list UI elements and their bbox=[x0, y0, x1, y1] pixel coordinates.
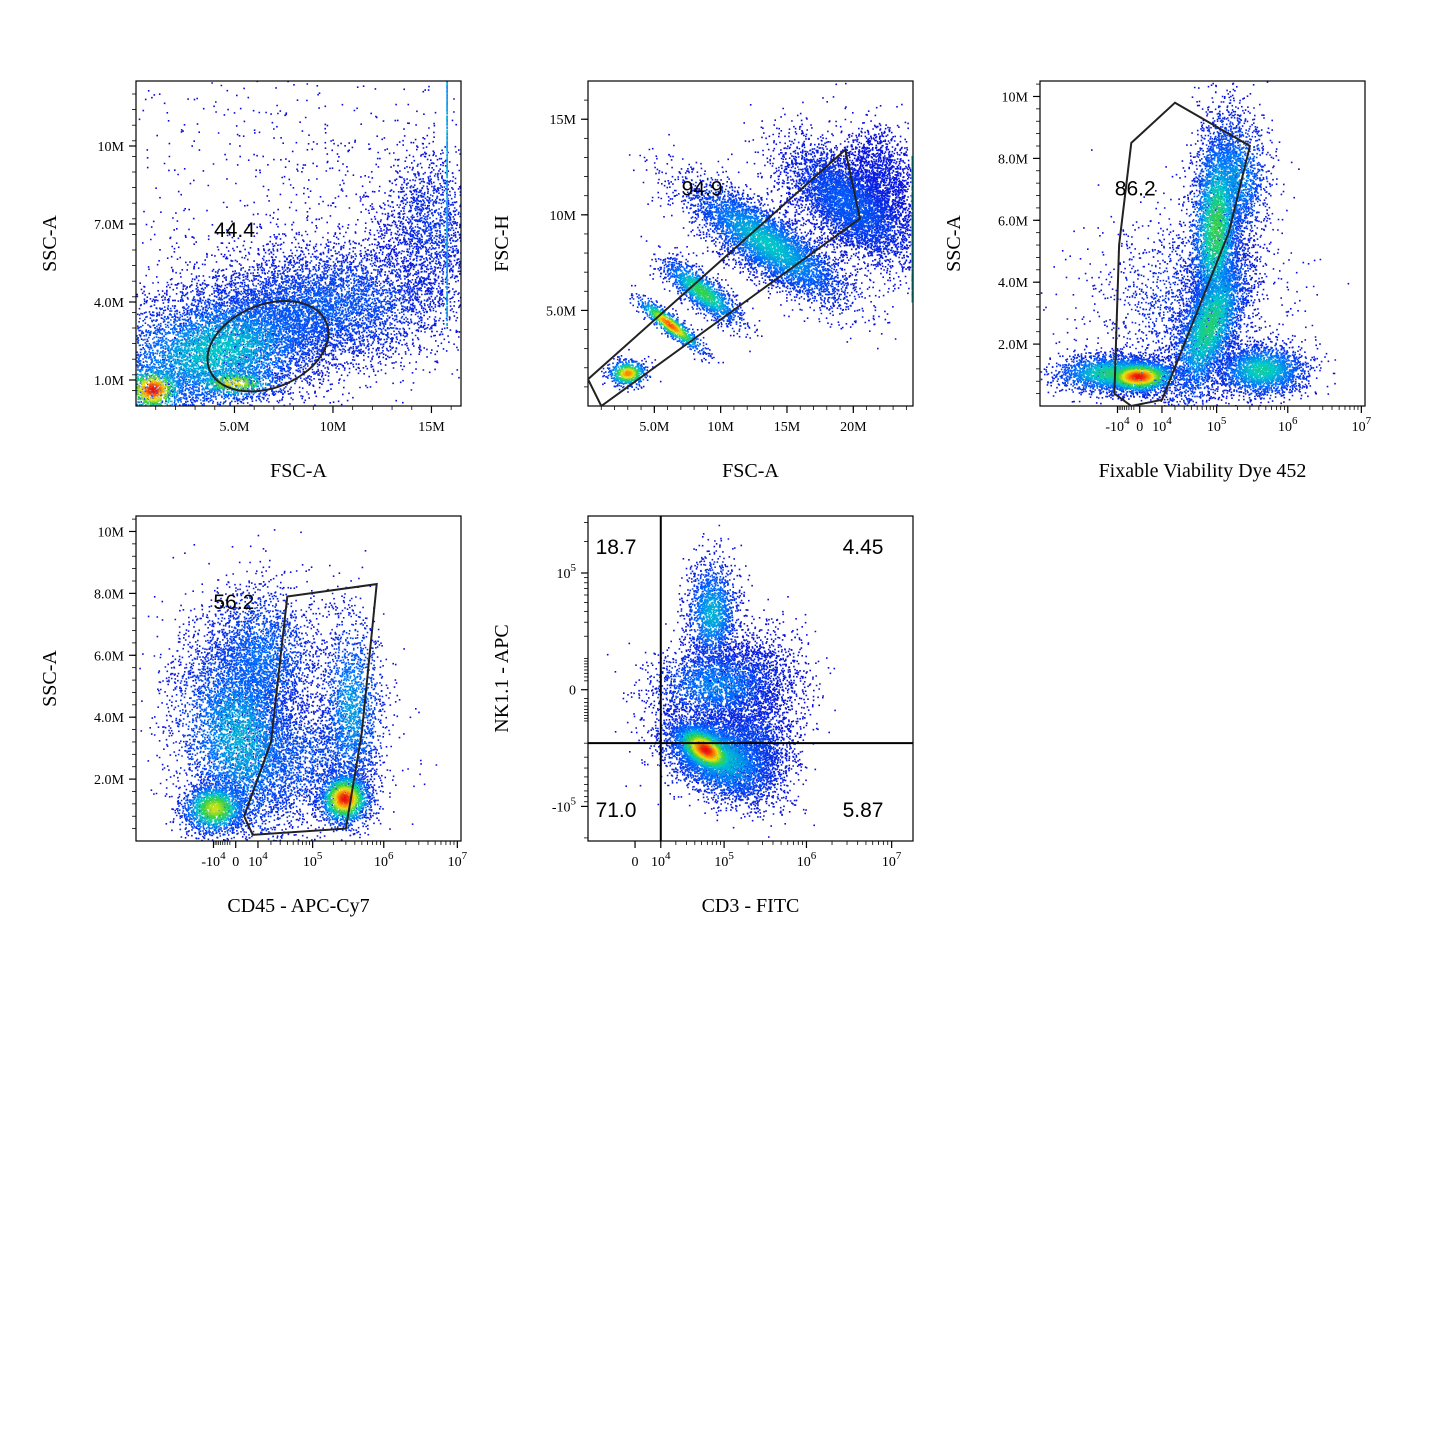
y-tick-label: 4.0M bbox=[94, 296, 125, 311]
x-tick-label: 107 bbox=[882, 850, 902, 870]
plot-frame bbox=[587, 515, 914, 842]
plot-p2: 5.0M 10M 15M 20M 5.0M 10M 15M FSC-A FSC-H 94.9 bbox=[491, 80, 914, 482]
y-axis-title: NK1.1 - APC bbox=[491, 624, 513, 732]
y-tick-label: -105 bbox=[552, 795, 577, 815]
plot-p5: 0 104 105 106 107 -105 0 105 CD3 - FITC NK1.1 - A… bbox=[491, 515, 914, 917]
y-axis-title: SSC-A bbox=[943, 215, 965, 272]
y-axis-title: SSC-A bbox=[39, 650, 61, 707]
x-tick-label: 106 bbox=[1278, 415, 1298, 435]
quadrant-percentage-top-left: 18.7 bbox=[596, 536, 637, 559]
gate-percentage: 86.2 bbox=[1115, 178, 1156, 201]
quadrant-percentage-bottom-right: 5.87 bbox=[843, 799, 884, 822]
x-tick-label: 105 bbox=[714, 850, 734, 870]
gate-ellipse bbox=[206, 299, 330, 393]
y-tick-label: 105 bbox=[557, 562, 577, 582]
y-tick-label: 8.0M bbox=[94, 587, 125, 602]
x-tick-label: 10M bbox=[707, 420, 734, 435]
y-tick-label: 10M bbox=[1002, 90, 1029, 105]
x-tick-label: 105 bbox=[1207, 415, 1227, 435]
x-tick-label: -104 bbox=[1105, 415, 1130, 435]
y-tick-label: 15M bbox=[550, 113, 577, 128]
gate-polygon bbox=[588, 147, 862, 406]
x-axis-title: CD45 - APC-Cy7 bbox=[227, 895, 369, 917]
y-tick-label: 7.0M bbox=[94, 218, 125, 233]
y-axis-title: FSC-H bbox=[491, 215, 513, 272]
gate-percentage: 44.4 bbox=[214, 219, 255, 242]
y-tick-label: 2.0M bbox=[998, 338, 1029, 353]
gate-polygon bbox=[1113, 101, 1252, 406]
dot-cloud bbox=[601, 82, 913, 393]
plot-frame bbox=[587, 80, 914, 407]
y-tick-label: 6.0M bbox=[998, 214, 1029, 229]
x-tick-label: 15M bbox=[774, 420, 801, 435]
y-tick-label: 4.0M bbox=[998, 276, 1029, 291]
x-tick-label: 107 bbox=[1352, 415, 1372, 435]
y-axis-title: SSC-A bbox=[39, 215, 61, 272]
plot-p3: -104 0 104 105 106 107 2.0M 4.0M 6.0M 8.0M 10M Fixa… bbox=[943, 80, 1372, 482]
x-axis-title: FSC-A bbox=[270, 460, 327, 482]
x-tick-label: 106 bbox=[797, 850, 817, 870]
x-tick-label: 5.0M bbox=[639, 420, 670, 435]
quadrant-percentage-top-right: 4.45 bbox=[843, 536, 884, 559]
y-tick-label: 10M bbox=[98, 140, 125, 155]
x-tick-label: 107 bbox=[448, 850, 468, 870]
x-tick-label: 104 bbox=[1152, 415, 1172, 435]
y-tick-label: 0 bbox=[569, 684, 576, 699]
plot-frame bbox=[135, 80, 462, 407]
y-tick-label: 2.0M bbox=[94, 773, 125, 788]
plot-p1: 5.0M 10M 15M 1.0M 4.0M 7.0M 10M FSC-A SSC-A 44.4 bbox=[39, 80, 462, 482]
y-tick-label: 5.0M bbox=[546, 304, 577, 319]
dot-cloud bbox=[136, 81, 461, 406]
x-tick-label: 104 bbox=[651, 850, 671, 870]
x-tick-label: 20M bbox=[840, 420, 867, 435]
x-tick-label: 5.0M bbox=[220, 420, 251, 435]
quadrant-percentage-bottom-left: 71.0 bbox=[596, 799, 637, 822]
plot-p4: -104 0 104 105 106 107 2.0M 4.0M 6.0M 8.0M 10M CD45… bbox=[39, 515, 468, 917]
x-axis-title: FSC-A bbox=[722, 460, 779, 482]
y-tick-label: 10M bbox=[550, 209, 577, 224]
x-tick-label: 0 bbox=[1136, 420, 1143, 435]
y-tick-label: 8.0M bbox=[998, 152, 1029, 167]
y-tick-label: 10M bbox=[98, 525, 125, 540]
x-tick-label: 15M bbox=[418, 420, 445, 435]
x-axis-title: Fixable Viability Dye 452 bbox=[1099, 460, 1307, 482]
gate-percentage: 94.9 bbox=[682, 178, 723, 201]
x-tick-label: 106 bbox=[374, 850, 394, 870]
x-tick-label: 104 bbox=[248, 850, 268, 870]
dot-cloud bbox=[606, 524, 836, 838]
y-tick-label: 4.0M bbox=[94, 711, 125, 726]
x-tick-label: 0 bbox=[632, 855, 639, 870]
dot-cloud bbox=[139, 529, 438, 841]
x-tick-label: -104 bbox=[201, 850, 226, 870]
gate-percentage: 56.2 bbox=[213, 591, 254, 614]
x-tick-label: 10M bbox=[320, 420, 347, 435]
y-tick-label: 6.0M bbox=[94, 649, 125, 664]
x-axis-title: CD3 - FITC bbox=[702, 895, 800, 917]
x-tick-label: 0 bbox=[232, 855, 239, 870]
y-tick-label: 1.0M bbox=[94, 374, 125, 389]
x-tick-label: 105 bbox=[303, 850, 323, 870]
gate-polygon bbox=[243, 582, 378, 836]
